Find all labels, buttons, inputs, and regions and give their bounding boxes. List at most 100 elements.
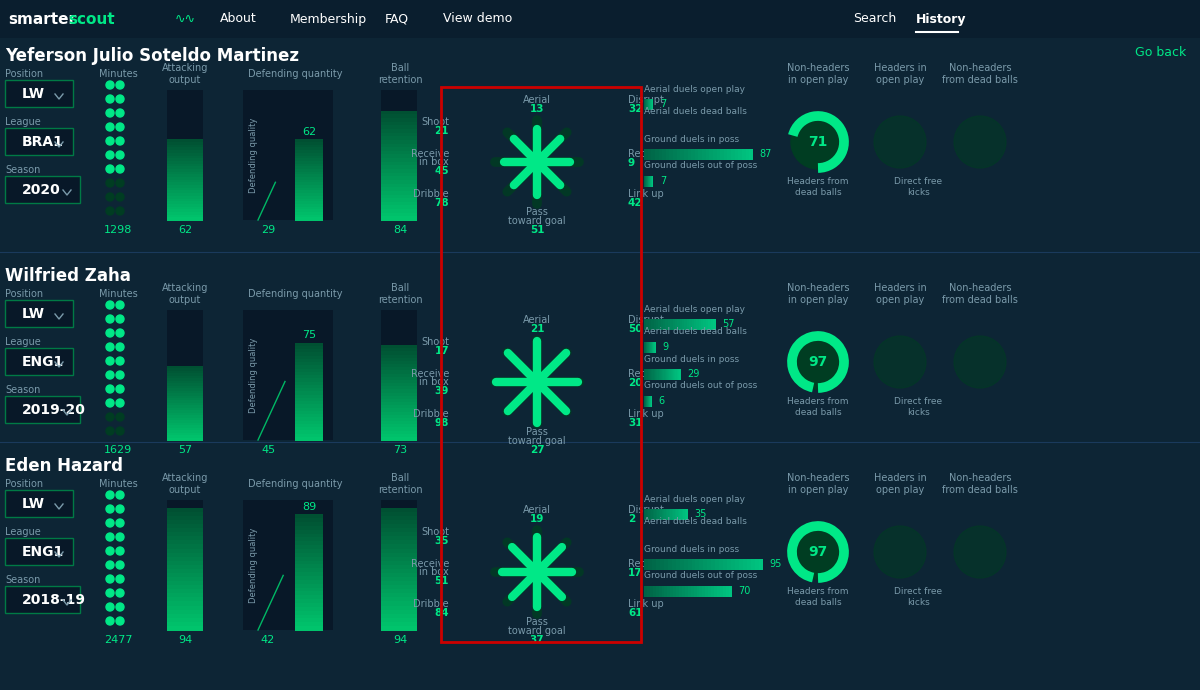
- Bar: [295, 190, 323, 194]
- Bar: [674, 369, 676, 380]
- Bar: [686, 509, 689, 520]
- Text: toward goal: toward goal: [508, 626, 566, 636]
- Bar: [167, 516, 203, 520]
- Circle shape: [116, 137, 124, 145]
- Bar: [656, 559, 660, 570]
- Bar: [658, 509, 659, 520]
- Bar: [382, 348, 418, 352]
- Text: 2018-19: 2018-19: [22, 593, 86, 607]
- Text: Receive: Receive: [410, 559, 449, 569]
- Text: LW: LW: [22, 307, 46, 321]
- Bar: [295, 148, 323, 150]
- Text: History: History: [916, 12, 966, 26]
- Bar: [666, 149, 670, 160]
- Bar: [660, 509, 662, 520]
- Bar: [700, 586, 703, 597]
- Bar: [382, 132, 418, 137]
- Bar: [295, 553, 323, 558]
- Bar: [731, 149, 736, 160]
- Bar: [295, 342, 323, 346]
- Text: 51: 51: [529, 225, 545, 235]
- Bar: [676, 369, 677, 380]
- Circle shape: [106, 315, 114, 323]
- Bar: [667, 559, 672, 570]
- Circle shape: [106, 123, 114, 131]
- Bar: [295, 164, 323, 167]
- Bar: [700, 559, 704, 570]
- Text: Recover: Recover: [628, 369, 667, 379]
- Bar: [739, 559, 744, 570]
- Circle shape: [116, 109, 124, 117]
- Bar: [684, 559, 688, 570]
- Text: 51: 51: [434, 576, 449, 586]
- Bar: [295, 408, 323, 411]
- Bar: [382, 201, 418, 206]
- Circle shape: [116, 95, 124, 103]
- Bar: [695, 149, 698, 160]
- Bar: [167, 437, 203, 440]
- Text: Ball
retention: Ball retention: [378, 473, 422, 495]
- Bar: [167, 415, 203, 418]
- Text: toward goal: toward goal: [508, 436, 566, 446]
- Bar: [382, 158, 418, 162]
- Bar: [167, 215, 203, 218]
- Bar: [382, 166, 418, 170]
- Bar: [382, 434, 418, 437]
- Bar: [167, 381, 203, 384]
- Bar: [664, 369, 665, 380]
- Text: 42: 42: [260, 635, 275, 645]
- Bar: [678, 509, 679, 520]
- Bar: [242, 90, 334, 220]
- Bar: [295, 215, 323, 218]
- Text: 95: 95: [769, 559, 782, 569]
- Bar: [167, 520, 203, 524]
- Bar: [686, 319, 690, 330]
- Text: 31: 31: [628, 418, 642, 428]
- Bar: [382, 177, 418, 181]
- Circle shape: [791, 115, 845, 169]
- Bar: [167, 536, 203, 541]
- Text: 1629: 1629: [104, 445, 132, 455]
- Bar: [698, 319, 702, 330]
- Circle shape: [106, 575, 114, 583]
- Bar: [295, 179, 323, 183]
- Bar: [382, 169, 418, 173]
- Bar: [167, 400, 203, 404]
- Text: 21: 21: [434, 126, 449, 136]
- Text: Aerial duels open play: Aerial duels open play: [644, 304, 745, 313]
- Text: Non-headers
from dead balls: Non-headers from dead balls: [942, 473, 1018, 495]
- Text: LW: LW: [22, 87, 46, 101]
- Bar: [698, 149, 702, 160]
- Text: 1298: 1298: [104, 225, 132, 235]
- Bar: [295, 427, 323, 431]
- Circle shape: [106, 385, 114, 393]
- Text: Headers from
dead balls: Headers from dead balls: [787, 587, 848, 607]
- Bar: [652, 509, 653, 520]
- Bar: [382, 377, 418, 380]
- Bar: [295, 359, 323, 362]
- Circle shape: [116, 329, 124, 337]
- Text: 27: 27: [529, 445, 545, 455]
- Bar: [691, 149, 695, 160]
- Bar: [649, 369, 650, 380]
- Text: Go back: Go back: [1135, 46, 1186, 59]
- Bar: [679, 586, 683, 597]
- Text: Shoot: Shoot: [421, 337, 449, 347]
- Text: 9: 9: [662, 342, 668, 352]
- Bar: [295, 514, 323, 519]
- Bar: [703, 319, 707, 330]
- Circle shape: [116, 81, 124, 89]
- Bar: [652, 369, 653, 380]
- Bar: [442, 87, 641, 642]
- Bar: [672, 559, 676, 570]
- Text: 75: 75: [302, 331, 316, 340]
- Bar: [659, 509, 660, 520]
- Text: Defending quality: Defending quality: [248, 117, 258, 193]
- Bar: [682, 586, 685, 597]
- Text: View demo: View demo: [443, 12, 512, 26]
- Text: 84: 84: [392, 225, 407, 235]
- Bar: [295, 603, 323, 607]
- Text: Direct free
kicks: Direct free kicks: [894, 397, 942, 417]
- Bar: [382, 351, 418, 355]
- Bar: [382, 399, 418, 402]
